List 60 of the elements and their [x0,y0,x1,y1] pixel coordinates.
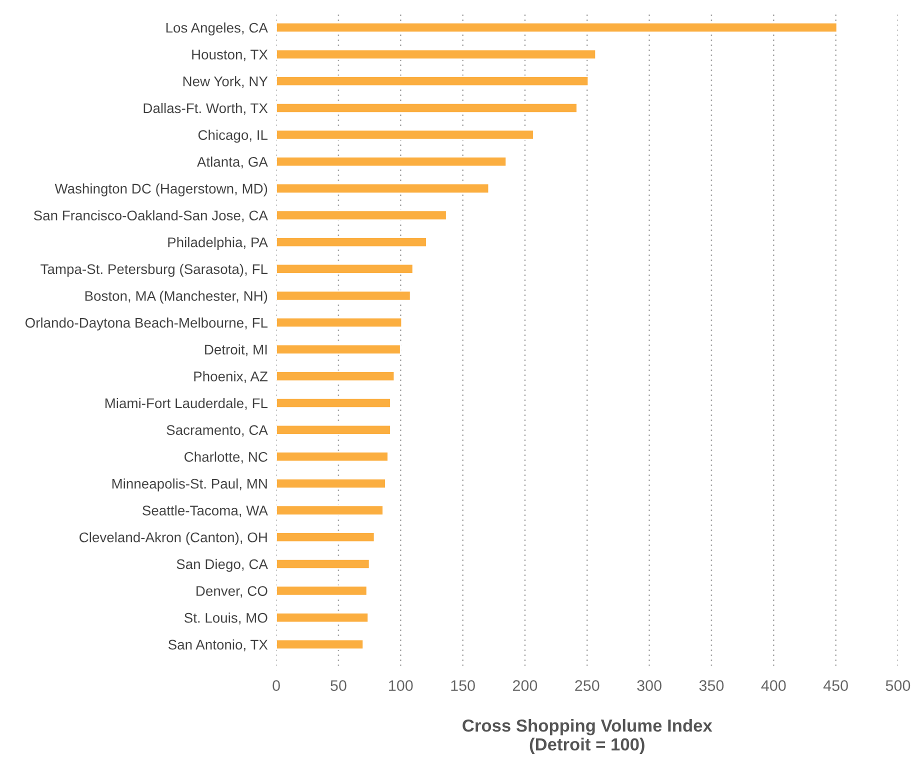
bar [276,585,368,596]
bar [276,504,384,516]
bar [276,290,412,302]
y-tick-label: Philadelphia, PA [168,237,268,250]
bar [276,370,396,382]
bar [276,317,403,328]
y-tick-label: Sacramento, CA [166,425,268,437]
y-tick-label: Minneapolis-St. Paul, MN [112,478,267,492]
bar [276,182,490,194]
bar [276,156,508,168]
bar [276,532,376,543]
bar [276,612,370,624]
x-tick-label: 0 [272,680,280,691]
bar [276,344,402,355]
bar [276,210,448,221]
y-tick-label: Dallas-Ft. Worth, TX [144,102,268,115]
x-axis-title: Cross Shopping Volume Index (Detroit = 100) [462,719,712,754]
bar [276,397,392,409]
bar [276,48,597,60]
x-tick-label: 300 [637,680,662,691]
y-tick-label: Orlando-Daytona Beach-Melbourne, FL [25,318,268,330]
bar [276,236,428,248]
x-tick-label: 200 [512,680,538,691]
x-tick-label: 400 [761,680,786,691]
bar [276,102,578,114]
y-tick-label: San Diego, CA [176,558,268,572]
y-tick-label: Boston, MA (Manchester, NH) [85,290,268,304]
y-tick-label: St. Louis, MO [184,612,268,624]
x-tick-label: 250 [575,680,600,691]
y-tick-label: Washington DC (Hagerstown, MD) [54,183,268,196]
y-tick-label: Miami-Fort Lauderdale, FL [105,398,268,410]
bar [276,478,386,490]
x-tick-label: 100 [389,680,413,691]
bar [276,638,364,650]
bar [276,451,389,462]
y-tick-label: Atlanta, GA [196,156,268,168]
y-tick-label: New York, NY [183,76,268,88]
y-tick-label: Cleveland-Akron (Canton), OH [80,532,267,546]
x-tick-label: 500 [886,680,910,691]
y-tick-label: Charlotte, NC [184,452,268,464]
bar [276,424,392,436]
x-tick-label: 50 [330,680,346,691]
x-tick-label: 350 [699,680,724,691]
x-tick-label: 150 [451,680,475,691]
bar [276,129,534,140]
y-tick-label: San Francisco-Oakland-San Jose, CA [34,210,268,222]
bar [276,263,414,274]
y-tick-label: Tampa-St. Petersburg (Sarasota), FL [40,264,268,277]
x-tick-label: 450 [823,680,848,691]
bar [276,558,370,570]
y-tick-label: Denver, CO [196,586,268,598]
y-tick-label: Seattle-Tacoma, WA [142,505,268,518]
y-tick-label: Los Angeles, CA [166,22,268,36]
y-tick-label: Detroit, MI [205,344,267,356]
bar [276,22,838,34]
bar [276,76,590,87]
y-tick-label: Chicago, IL [198,130,268,143]
y-tick-label: Houston, TX [192,50,268,62]
y-tick-label: Phoenix, AZ [194,371,268,384]
y-tick-label: San Antonio, TX [168,639,268,652]
